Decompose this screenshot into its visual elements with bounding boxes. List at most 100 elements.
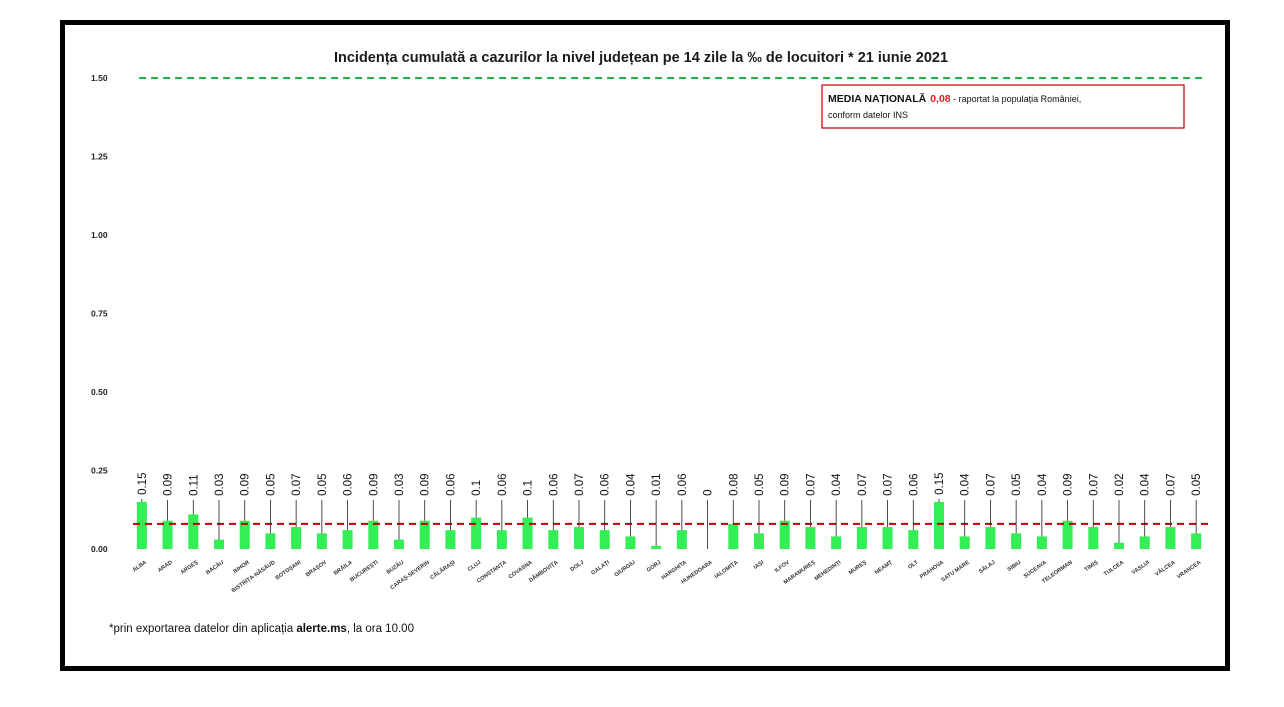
bar [779,520,790,549]
annotation-label: MEDIA NAȚIONALĂ [828,92,927,105]
x-tick-label: ALBA [132,560,148,574]
bar [934,501,944,549]
x-tick-label: NEAMȚ [874,559,894,576]
x-tick-label: BIHOR [233,560,251,575]
x-tick-label: VASLUI [1131,559,1151,576]
bar [1062,520,1073,549]
y-tick-label: 0.00 [91,544,108,554]
data-label: 0.07 [1088,474,1100,496]
data-label: 0.11 [188,474,200,496]
bars [136,501,1202,549]
data-label: 0.04 [625,473,637,496]
bar [368,520,379,549]
data-label: 0.03 [214,474,226,496]
x-tick-label: ARGEȘ [180,560,200,576]
x-tick-label: BUCUREȘTI [349,559,380,583]
y-tick-label: 1.25 [91,152,108,162]
bar [1191,533,1202,549]
bar [239,520,250,549]
data-label: 0.07 [857,474,869,496]
annotation-value: 0,08 [930,93,951,105]
data-label: 0.08 [728,474,740,496]
footnote-prefix: *prin exportarea datelor din aplicația [109,623,296,635]
x-tick-label: VÂLCEA [1154,559,1177,578]
y-tick-label: 1.00 [91,230,108,240]
data-label: 0.02 [1114,474,1126,496]
x-tick-label: IAȘI [753,559,766,570]
footnote-bold: alerte.ms [296,623,347,635]
data-label: 0.04 [960,473,972,496]
data-label: 0.05 [754,474,766,496]
data-label: 0.09 [420,474,432,496]
bar [908,530,919,549]
x-tick-label: BOTOȘANI [275,559,303,581]
data-label: 0.06 [677,474,689,496]
data-label: 0.09 [163,474,175,496]
data-label: 0.01 [651,474,663,496]
data-labels: 0.15 0.09 0.11 0.03 0.09 0.05 0.07 0.05 0.06 0.09… [137,473,1203,549]
bar [651,545,662,549]
x-tick-label: DÂMBOVIȚA [528,559,560,584]
bar [394,539,404,549]
bar [265,533,276,549]
bar [136,501,147,549]
data-label: 0.09 [1063,474,1075,496]
bar [214,539,224,549]
x-tick-label: TIMIȘ [1084,560,1100,574]
y-axis: 0.00 0.25 0.50 0.75 1.00 1.25 1.50 [91,73,108,554]
data-label: 0.06 [497,474,509,496]
bar [1011,533,1022,549]
x-tick-label: MEHEDINȚI [814,559,843,582]
bar [676,530,687,549]
annotation-box: MEDIA NAȚIONALĂ 0,08 - raportat la popula… [821,84,1185,129]
data-label: 0.09 [368,474,380,496]
x-tick-label: TULCEA [1103,560,1125,578]
data-label: 0.05 [265,474,277,496]
x-tick-label: ARAD [157,560,174,574]
x-tick-label: BRĂILA [332,559,353,577]
bar [599,530,610,549]
bar [625,536,636,549]
data-label: 0.04 [1140,473,1152,496]
data-label: 0.07 [1165,474,1177,496]
x-tick-label: OLT [907,559,920,570]
x-tick-label: GALAȚI [590,559,611,576]
bar [831,536,842,549]
data-label: 0.06 [445,474,457,496]
bar [1114,542,1124,549]
x-tick-label: CLUJ [467,560,482,573]
bar [162,520,173,549]
x-tick-label: SIBIU [1007,560,1023,573]
bar [1139,536,1150,549]
x-tick-label: VRANCEA [1176,560,1202,581]
data-label: 0 [703,489,715,495]
bar [805,527,816,549]
x-tick-label: BRAȘOV [305,560,328,579]
annotation-text-line2: conform datelor INS [828,110,908,120]
y-tick-label: 1.50 [91,73,108,83]
data-label: 0.06 [908,474,920,496]
data-label: 0.07 [805,474,817,496]
bar [1165,527,1176,549]
data-label: 0.15 [137,473,149,495]
footnote: *prin exportarea datelor din aplicația a… [109,623,414,635]
bar [471,517,482,549]
x-tick-label: CĂLĂRAȘI [429,559,457,582]
data-label: 0.05 [317,474,329,496]
bar [856,527,867,549]
data-label: 0.06 [548,474,560,496]
data-label: 0.07 [883,474,895,496]
x-tick-label: IALOMIȚA [714,560,740,580]
data-label: 0.04 [831,473,843,496]
data-label: 0.05 [1011,474,1023,496]
bar [419,520,430,549]
bar [342,530,353,549]
data-label: 0.07 [985,474,997,496]
chart-frame: Incidența cumulată a cazurilor la nivel … [60,20,1230,671]
x-tick-label: SATU MARE [941,560,972,584]
data-label: 0.09 [240,474,252,496]
bar [522,517,533,549]
bar [1088,527,1099,549]
data-label: 0.09 [780,474,792,496]
bar [291,527,302,549]
